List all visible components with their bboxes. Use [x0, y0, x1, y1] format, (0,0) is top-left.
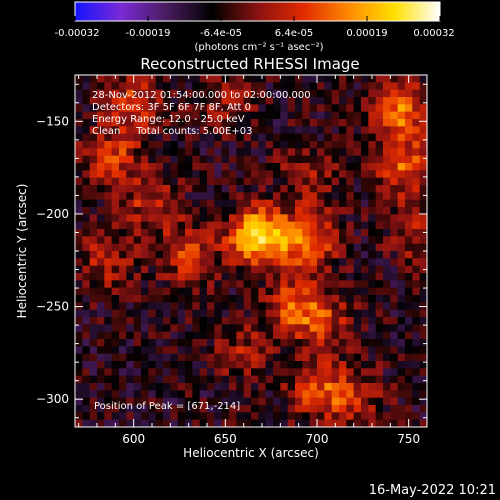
- colorbar-tick-label: 0.00019: [346, 28, 387, 39]
- y-axis: −150 −200 −250 −300: [36, 83, 427, 419]
- annotation-peak-position: Position of Peak = [671,-214]: [94, 401, 240, 412]
- annotation-energy-range: Energy Range: 12.0 - 25.0 keV: [92, 114, 245, 125]
- colorbar-ticks: -0.00032 -0.00019 -6.4e-05 6.4e-05 0.00019 0.…: [55, 16, 455, 39]
- colorbar-unit-label: (photons cm⁻² s⁻¹ asec⁻²): [194, 42, 323, 53]
- x-tick-label: 600: [122, 432, 145, 446]
- annotation-time-range: 28-Nov-2012 01:54:00.000 to 02:00:00.000: [92, 90, 311, 101]
- x-tick-label: 650: [214, 432, 237, 446]
- colorbar-tick-label: 0.00032: [413, 28, 454, 39]
- y-tick-label: −250: [36, 300, 69, 314]
- x-tick-label: 750: [397, 432, 420, 446]
- colorbar: [74, 1, 441, 22]
- y-axis-label: Heliocentric Y (arcsec): [15, 184, 29, 319]
- x-axis: 600 650 700 750: [78, 75, 428, 446]
- chart-title: Reconstructed RHESSI Image: [140, 55, 359, 73]
- annotation-detectors: Detectors: 3F 5F 6F 7F 8F, Att 0: [92, 102, 251, 113]
- colorbar-tick-label: 6.4e-05: [275, 28, 313, 39]
- colorbar-tick-label: -6.4e-05: [200, 28, 242, 39]
- y-tick-label: −150: [36, 114, 69, 128]
- x-axis-label: Heliocentric X (arcsec): [183, 446, 319, 460]
- heatmap-image: [75, 75, 428, 428]
- y-tick-label: −300: [36, 392, 69, 406]
- footer-timestamp: 16-May-2022 10:21: [369, 483, 496, 498]
- colorbar-tick-label: -0.00032: [55, 28, 100, 39]
- annotation-clean-counts: Clean Total counts: 5.00E+03: [92, 126, 252, 137]
- y-tick-label: −200: [36, 207, 69, 221]
- colorbar-tick-label: -0.00019: [126, 28, 171, 39]
- x-tick-label: 700: [306, 432, 329, 446]
